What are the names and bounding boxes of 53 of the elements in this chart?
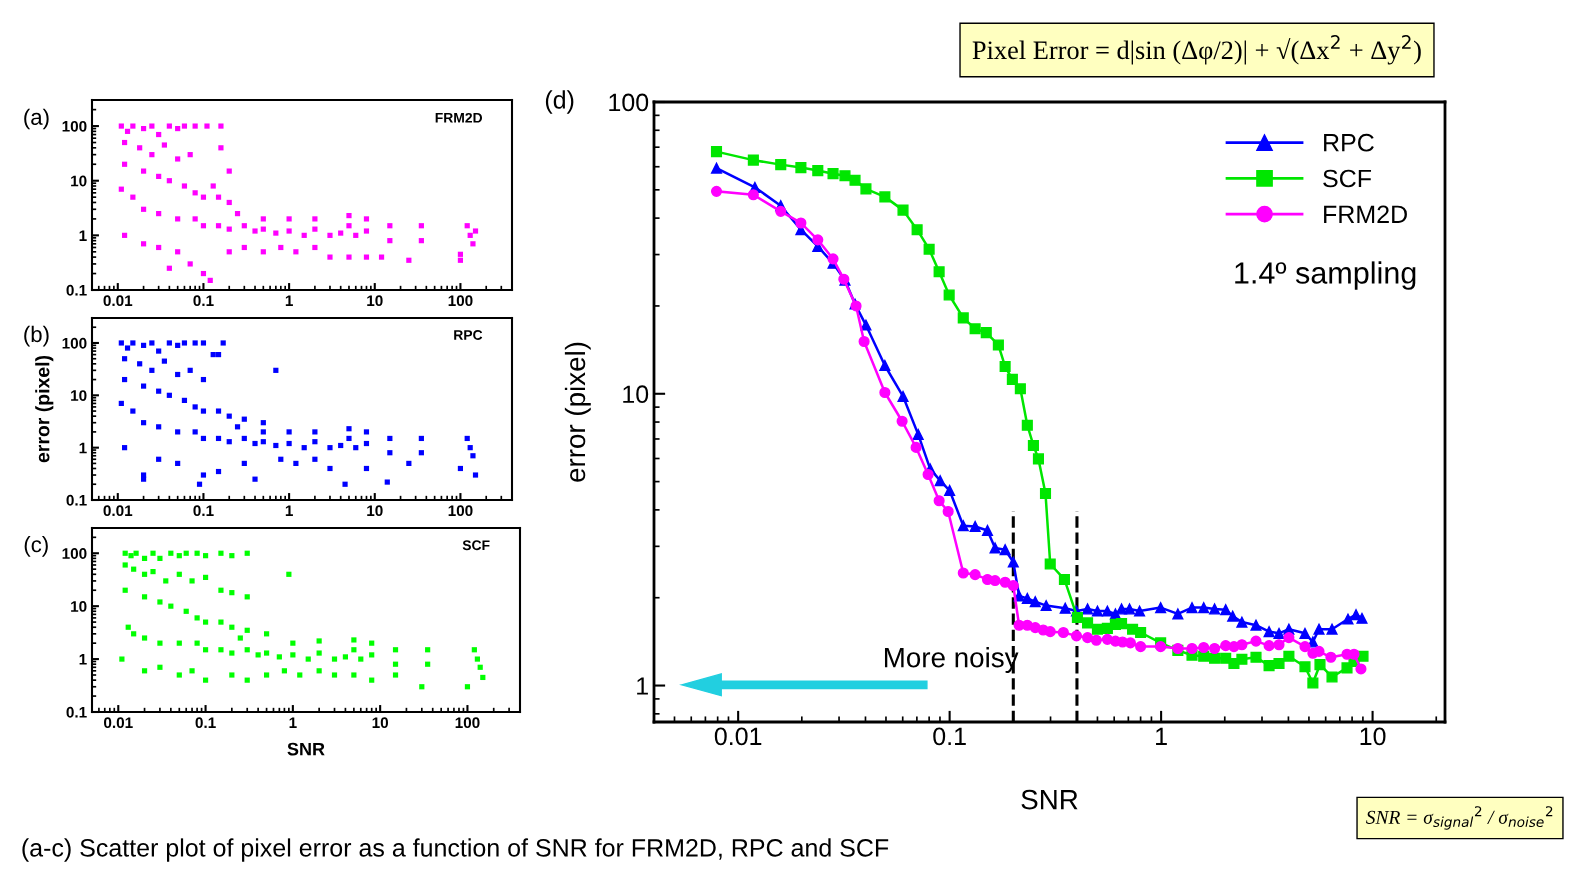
text: (c) (24, 536, 48, 557)
x-tick-label: 10 (1360, 727, 1386, 746)
x-tick-label: 0.01 (104, 717, 133, 729)
y-tick-label: 1 (79, 654, 87, 665)
x-tick-label: 0.1 (933, 727, 966, 746)
y-tick-label: 0.1 (66, 284, 87, 296)
y-tick-label: 1 (637, 677, 648, 695)
y-tick-label: 100 (62, 120, 87, 132)
x-tick-label: 10 (372, 717, 389, 729)
x-tick-label: 0.1 (193, 295, 214, 307)
x-axis-title: SNR (1021, 789, 1078, 810)
y-tick-label: 1 (79, 230, 87, 241)
legend-label: RPC (1324, 133, 1374, 152)
text: (a-c) Scatter plot of pixel error as a function of SNR for FRM2D, RPC and SCF (22, 838, 889, 862)
y-tick-label: 10 (71, 601, 87, 612)
x-tick-label: 100 (448, 295, 473, 307)
legend-label: FRM2D (1324, 205, 1407, 223)
x-tick-label: 0.01 (714, 727, 762, 746)
y-tick-label: 100 (609, 93, 649, 112)
y-axis-title: error (pixel) (35, 355, 54, 463)
x-tick-label: 10 (367, 505, 383, 517)
text: SCF (462, 540, 490, 551)
x-tick-label: 0.01 (103, 505, 133, 517)
text: FRM2D (435, 112, 483, 123)
y-axis-title: error (pixel) (564, 342, 591, 482)
y-tick-label: 100 (62, 548, 87, 559)
text: SNR = σ$_{signal}$$^{2}$ / σ$_{noise}$$^{2}$ (1366, 806, 1553, 830)
y-tick-label: 0.1 (66, 706, 87, 718)
y-tick-label: 10 (71, 390, 87, 401)
y-tick-label: 10 (623, 385, 649, 404)
y-tick-label: 1 (79, 442, 87, 454)
x-tick-label: 10 (367, 295, 383, 307)
x-tick-label: 100 (455, 717, 480, 729)
text: RPC (454, 330, 483, 340)
y-tick-label: 100 (62, 337, 87, 349)
text: Pixel Error = d|sin (Δφ/2)| + √(Δx$^{2}$ + Δy$^{2}$) (972, 35, 1421, 65)
text: (a) (24, 108, 49, 130)
x-axis-title: SNR (287, 742, 325, 756)
y-tick-label: 0.1 (66, 494, 87, 506)
x-tick-label: 1 (285, 505, 293, 516)
x-tick-label: 1 (289, 717, 297, 728)
text: (d) (545, 90, 574, 114)
legend-label: SCF (1323, 169, 1372, 188)
x-tick-label: 1 (1156, 727, 1167, 745)
y-tick-label: 10 (71, 175, 87, 187)
annotation: 1.4º sampling (1235, 261, 1416, 290)
x-tick-label: 0.1 (193, 505, 214, 517)
x-tick-label: 100 (448, 505, 473, 517)
text: (b) (24, 325, 49, 347)
x-tick-label: 0.1 (195, 717, 216, 729)
x-tick-label: 1 (285, 295, 293, 306)
annotation: More noisy (884, 647, 1019, 673)
x-tick-label: 0.01 (103, 295, 133, 307)
